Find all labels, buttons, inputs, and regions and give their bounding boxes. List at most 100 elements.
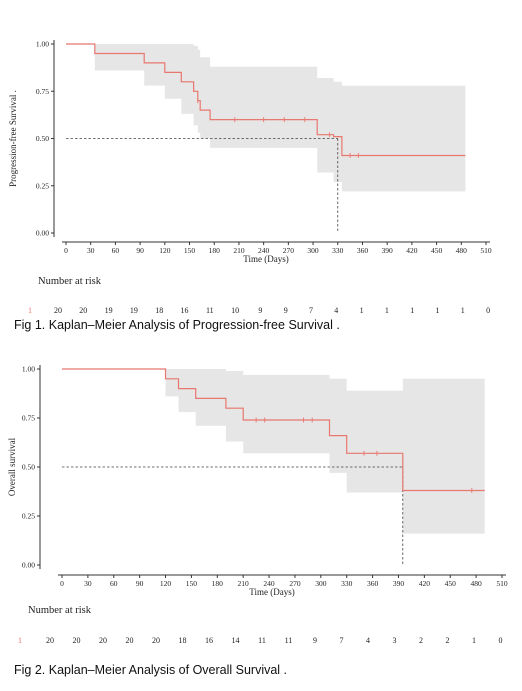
risk-count: 14 <box>232 636 240 645</box>
x-tick-label: 30 <box>84 579 92 588</box>
y-tick-label: 0.50 <box>22 463 35 472</box>
x-axis-label: Time (Days) <box>249 587 294 597</box>
x-tick-label: 330 <box>332 246 344 255</box>
x-tick-label: 180 <box>212 579 224 588</box>
number-at-risk-title: Number at risk <box>38 276 102 287</box>
risk-count: 2 <box>419 636 423 645</box>
x-tick-label: 0 <box>64 246 68 255</box>
risk-count: 16 <box>181 306 189 315</box>
x-tick-label: 180 <box>209 246 221 255</box>
pfs-chart: 0.000.250.500.751.000 30 60 90 120 150 180 210 2… <box>8 40 492 316</box>
os-chart: 0.000.250.500.751.000 30 60 90 120 150 180 210 2… <box>7 365 508 646</box>
risk-count: 1 <box>385 306 389 315</box>
y-tick-label: 0.00 <box>22 561 35 570</box>
x-tick-label: 360 <box>367 579 379 588</box>
risk-count: 7 <box>309 306 313 315</box>
x-tick-label: 300 <box>315 579 327 588</box>
y-tick-label: 1.00 <box>22 365 35 374</box>
risk-count: 20 <box>99 636 107 645</box>
number-at-risk-title: Number at risk <box>28 605 92 616</box>
y-tick-label: 1.00 <box>36 40 49 49</box>
risk-count: 2 <box>446 636 450 645</box>
x-tick-label: 60 <box>110 579 118 588</box>
x-tick-label: 60 <box>112 246 120 255</box>
risk-count: 1 <box>410 306 414 315</box>
risk-count: 19 <box>130 306 138 315</box>
x-tick-label: 420 <box>419 579 431 588</box>
x-tick-label: 480 <box>456 246 468 255</box>
x-tick-label: 450 <box>431 246 443 255</box>
confidence-band <box>62 369 485 534</box>
x-tick-label: 510 <box>496 579 508 588</box>
risk-count: 11 <box>285 636 293 645</box>
y-tick-label: 0.25 <box>22 512 35 521</box>
risk-count: 20 <box>73 636 81 645</box>
risk-strata-marker: 1 <box>18 636 22 645</box>
risk-count: 9 <box>313 636 317 645</box>
y-axis-label: Progression-free Survival . <box>8 90 18 187</box>
x-tick-label: 210 <box>238 579 250 588</box>
risk-count: 20 <box>54 306 62 315</box>
risk-count: 1 <box>360 306 364 315</box>
y-tick-label: 0.00 <box>36 229 49 238</box>
risk-count: 18 <box>155 306 163 315</box>
figure-2: 0.00 0.25 0.50 0.75 1.00 0 30 60 90 120 150 180 210 2… <box>0 345 522 691</box>
confidence-band <box>66 44 466 192</box>
y-axis-label: Overall survival <box>7 437 17 496</box>
x-tick-label: 270 <box>289 579 301 588</box>
survival-curve <box>62 368 485 492</box>
risk-count: 19 <box>105 306 113 315</box>
risk-count: 10 <box>231 306 239 315</box>
y-tick-label: 0.75 <box>36 87 49 96</box>
x-tick-label: 150 <box>186 579 198 588</box>
x-tick-label: 420 <box>406 246 418 255</box>
x-tick-label: 390 <box>382 246 394 255</box>
x-tick-label: 240 <box>263 579 275 588</box>
x-tick-label: 150 <box>184 246 196 255</box>
risk-count: 9 <box>258 306 262 315</box>
x-tick-label: 510 <box>480 246 492 255</box>
survival-curve <box>66 43 466 157</box>
risk-count: 11 <box>258 636 266 645</box>
x-tick-label: 300 <box>307 246 319 255</box>
x-tick-label: 360 <box>357 246 369 255</box>
risk-count: 4 <box>366 636 370 645</box>
y-tick-label: 0.25 <box>36 181 49 190</box>
risk-count: 0 <box>499 636 503 645</box>
risk-count: 18 <box>179 636 187 645</box>
risk-count: 1 <box>472 636 476 645</box>
risk-count: 1 <box>436 306 440 315</box>
x-tick-label: 480 <box>470 579 482 588</box>
y-tick-label: 0.75 <box>22 414 35 423</box>
figure-1: 0.00 0.25 0.50 0.75 1.00 0 30 60 90 120 150 180 210 2… <box>0 0 522 345</box>
risk-count: 11 <box>206 306 214 315</box>
x-tick-label: 120 <box>159 246 171 255</box>
risk-count: 9 <box>284 306 288 315</box>
risk-count: 3 <box>393 636 397 645</box>
x-tick-label: 390 <box>393 579 405 588</box>
x-tick-label: 30 <box>87 246 95 255</box>
x-tick-label: 90 <box>136 579 144 588</box>
x-tick-label: 270 <box>283 246 295 255</box>
figure-1-caption: Fig 1. Kaplan–Meier Analysis of Progress… <box>14 318 340 332</box>
x-tick-label: 120 <box>160 579 172 588</box>
x-tick-label: 330 <box>341 579 353 588</box>
risk-count: 1 <box>461 306 465 315</box>
risk-count: 20 <box>126 636 134 645</box>
risk-count: 0 <box>486 306 490 315</box>
risk-count: 20 <box>79 306 87 315</box>
x-tick-label: 0 <box>60 579 64 588</box>
x-tick-label: 240 <box>258 246 270 255</box>
risk-count: 20 <box>152 636 160 645</box>
x-tick-label: 90 <box>136 246 144 255</box>
x-axis-label: Time (Days) <box>243 254 288 264</box>
risk-count: 16 <box>205 636 213 645</box>
risk-count: 20 <box>46 636 54 645</box>
figure-2-caption: Fig 2. Kaplan–Meier Analysis of Overall … <box>14 663 288 677</box>
x-tick-label: 210 <box>233 246 245 255</box>
risk-strata-marker: 1 <box>28 306 32 315</box>
x-tick-label: 450 <box>445 579 457 588</box>
risk-count: 4 <box>334 306 338 315</box>
y-tick-label: 0.50 <box>36 134 49 143</box>
risk-count: 7 <box>340 636 344 645</box>
